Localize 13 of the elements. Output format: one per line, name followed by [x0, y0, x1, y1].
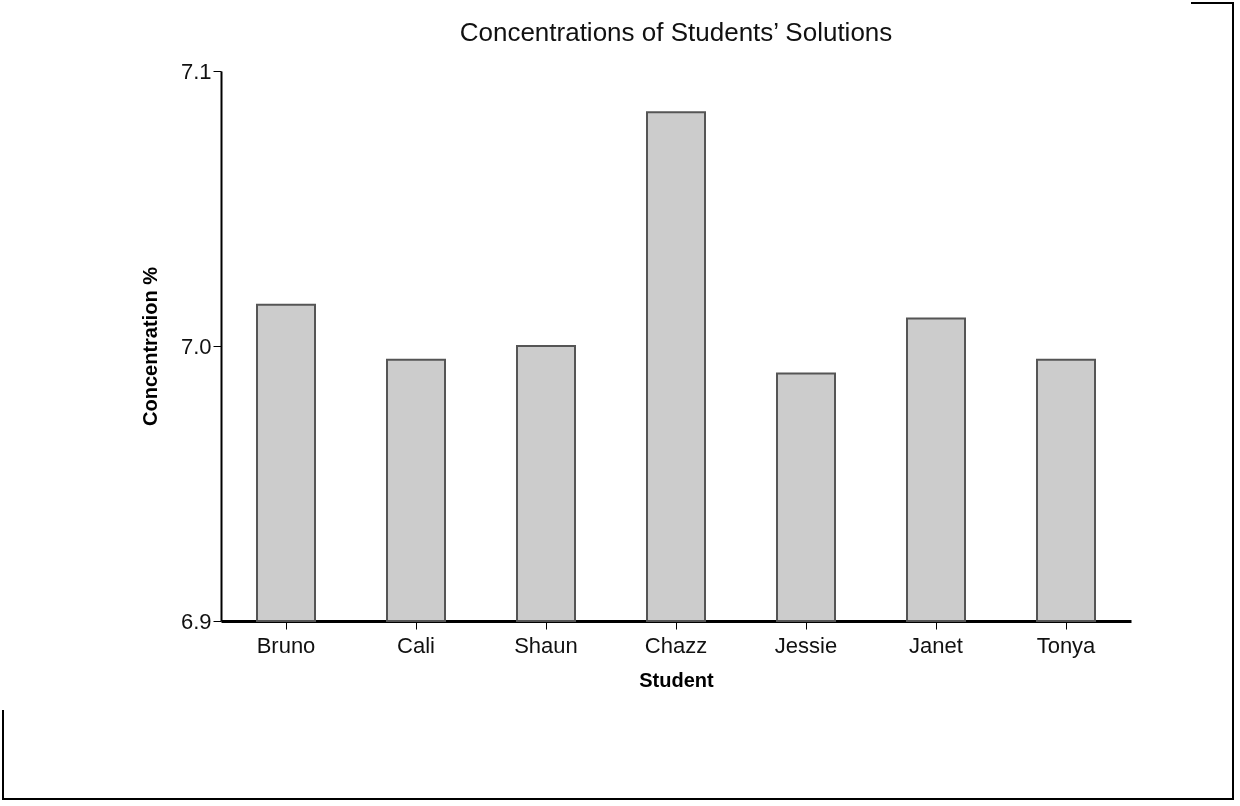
x-tick-label: Jessie	[774, 632, 838, 658]
x-axis-title: Student	[639, 668, 715, 691]
x-tick-label: Bruno	[256, 632, 316, 658]
y-tick-label: 6.9	[180, 608, 212, 634]
x-tick-label: Tonya	[1036, 632, 1097, 658]
y-axis-title: Concentration %	[138, 266, 161, 426]
x-tick-label: Janet	[909, 632, 963, 658]
x-tick-label: Cali	[397, 632, 435, 658]
x-tick-label: Shaun	[514, 632, 578, 658]
y-tick-label: 7.0	[180, 333, 212, 359]
y-tick-label: 7.1	[180, 58, 212, 84]
chart-title: Concentrations of Students’ Solutions	[459, 17, 893, 47]
x-tick-label: Chazz	[644, 632, 708, 658]
